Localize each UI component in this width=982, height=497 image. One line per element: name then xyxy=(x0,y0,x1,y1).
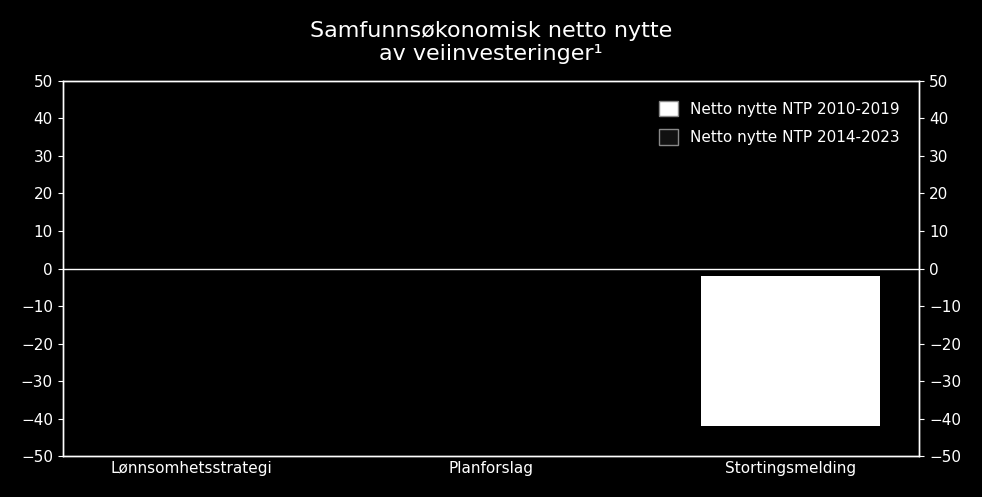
Bar xyxy=(101,175,281,268)
Bar xyxy=(701,268,881,276)
Legend: Netto nytte NTP 2010-2019, Netto nytte NTP 2014-2023: Netto nytte NTP 2010-2019, Netto nytte N… xyxy=(647,88,911,157)
Bar xyxy=(401,268,581,272)
Bar xyxy=(401,268,581,381)
Bar xyxy=(101,130,281,268)
Title: Samfunnsøkonomisk netto nytte
av veiinvesteringer¹: Samfunnsøkonomisk netto nytte av veiinve… xyxy=(310,21,672,64)
Bar xyxy=(701,268,881,426)
